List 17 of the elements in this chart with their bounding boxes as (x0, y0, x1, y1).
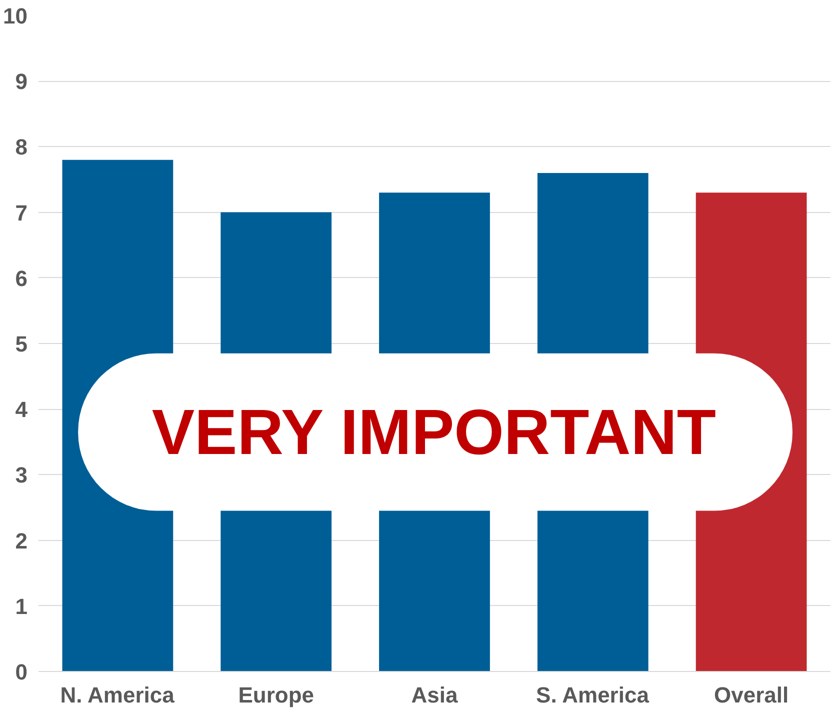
y-tick-label: 2 (15, 528, 28, 554)
y-tick-label: 7 (15, 200, 28, 226)
y-tick-label: 4 (15, 397, 28, 422)
y-tick-label: 10 (3, 4, 28, 28)
x-tick-label: N. America (60, 682, 176, 708)
y-tick-label: 1 (15, 594, 28, 619)
y-tick-label: 8 (15, 134, 28, 160)
x-tick-label: Europe (238, 682, 314, 708)
y-tick-label: 3 (15, 462, 28, 488)
y-tick-label: 5 (15, 332, 28, 356)
x-tick-label: Asia (411, 682, 458, 708)
annotation: VERY IMPORTANT (152, 396, 716, 468)
y-tick-label: 0 (15, 660, 28, 684)
y-tick-label: 9 (15, 69, 28, 94)
x-tick-label: S. America (536, 682, 650, 708)
x-tick-label: Overall (714, 682, 789, 708)
y-tick-label: 6 (15, 266, 28, 291)
